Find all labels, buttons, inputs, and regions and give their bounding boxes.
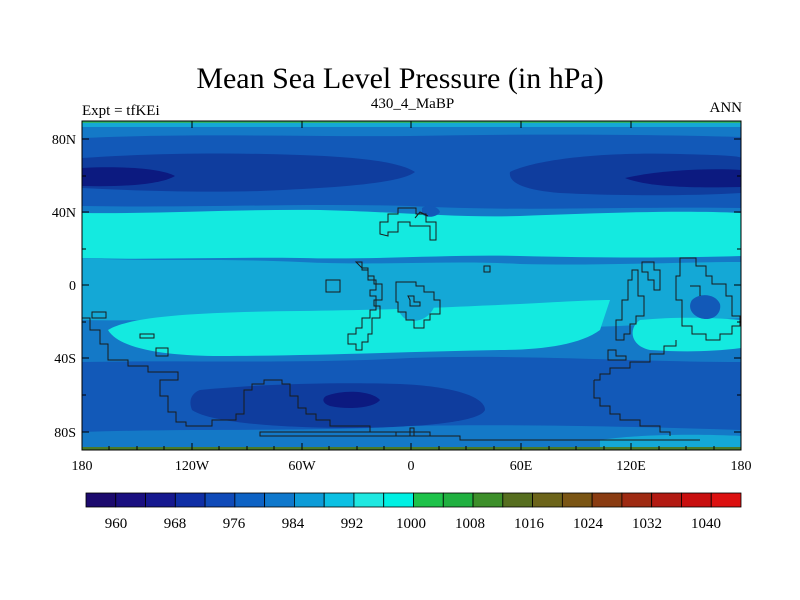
low-north-955	[82, 167, 175, 187]
coast-island-b	[483, 265, 491, 273]
coast-pacific-ridge	[690, 285, 701, 296]
colorbar-box	[472, 492, 504, 508]
colorbar-box	[234, 492, 266, 508]
antarctic-995	[600, 434, 741, 450]
colorbar-box	[85, 492, 117, 508]
x-tick-label: 180	[731, 459, 752, 474]
colorbar-box	[532, 492, 563, 508]
pressure-field	[82, 121, 741, 450]
antarctic-985	[82, 425, 741, 450]
season-label: ANN	[709, 100, 743, 116]
coast-australia-asia	[675, 257, 741, 341]
coast-southern-east	[594, 340, 677, 381]
colorbar-box	[115, 492, 146, 508]
colorbar-box	[353, 492, 385, 508]
coast-africa-inner	[407, 295, 421, 307]
low-south-955	[323, 391, 380, 408]
run-label: 430_4_MaBP	[370, 96, 455, 112]
x-tick-label: 120E	[616, 459, 646, 474]
colorbar-box	[681, 492, 712, 508]
colorbar-box	[294, 492, 325, 508]
colorbar-labels: 960 968 976 984 992 1000 1008 1016 1024 …	[105, 516, 721, 532]
coast-asia-east	[641, 261, 661, 291]
colorbar-box	[621, 492, 653, 508]
x-tick-label: 180	[72, 459, 93, 474]
colorbar-box	[413, 492, 444, 508]
colorbar-label: 1040	[691, 516, 721, 532]
y-tick-label: 80S	[54, 426, 76, 441]
coast-eurasia-east	[414, 211, 429, 219]
coast-south-america	[615, 269, 645, 341]
colorbar-box	[383, 492, 414, 508]
colorbar-box	[710, 492, 742, 508]
coast-island-e	[91, 311, 107, 319]
y-tick-label: 40N	[52, 206, 76, 221]
colorbar	[85, 492, 742, 508]
colorbar-box	[174, 492, 206, 508]
x-tick-label: 0	[408, 459, 415, 474]
x-tick-label: 60E	[510, 459, 533, 474]
colorbar-box	[442, 492, 474, 508]
coast-island-c	[139, 333, 155, 339]
experiment-label: Expt = tfKEi	[82, 103, 160, 119]
coast-southern-east-b	[593, 380, 671, 436]
colorbar-label: 960	[105, 516, 128, 532]
chart-title: Mean Sea Level Pressure (in hPa)	[196, 62, 604, 95]
colorbar-label: 1008	[455, 516, 485, 532]
coast-island-a	[325, 279, 341, 293]
colorbar-label: 1000	[396, 516, 426, 532]
colorbar-label: 976	[223, 516, 246, 532]
y-tick-label: 40S	[54, 352, 76, 367]
colorbar-box	[591, 492, 623, 508]
band-north-1000	[82, 209, 741, 259]
band-north-965	[82, 153, 415, 192]
colorbar-label: 1024	[573, 516, 604, 532]
colorbar-label: 1016	[514, 516, 545, 532]
colorbar-box	[651, 492, 682, 508]
low-north-955-east	[625, 169, 741, 188]
coast-eurasia-north	[379, 207, 437, 241]
australia-975	[690, 295, 721, 320]
colorbar-box	[502, 492, 533, 508]
x-tick-label: 120W	[175, 459, 210, 474]
y-tick-label: 80N	[52, 133, 76, 148]
coast-south-america-tip	[607, 349, 627, 361]
colorbar-box	[561, 492, 593, 508]
coast-africa	[395, 281, 441, 329]
y-axis-labels: 80N 40N 0 40S 80S	[52, 133, 76, 441]
coast-island-d	[155, 347, 169, 357]
coast-north-america	[347, 261, 383, 351]
colorbar-box	[204, 492, 236, 508]
colorbar-label: 992	[341, 516, 364, 532]
coast-atlantic-shelf	[82, 317, 700, 441]
colorbar-box	[323, 492, 355, 508]
colorbar-box	[264, 492, 295, 508]
colorbar-label: 984	[282, 516, 305, 532]
x-tick-label: 60W	[288, 459, 316, 474]
colorbar-label: 1032	[632, 516, 662, 532]
tick-marks	[81, 121, 742, 450]
colorbar-label: 968	[164, 516, 187, 532]
coastlines	[82, 207, 741, 441]
colorbar-box	[145, 492, 176, 508]
y-tick-label: 0	[69, 279, 76, 294]
x-axis-labels: 180 120W 60W 0 60E 120E 180	[72, 459, 752, 474]
band-south-1000-east	[632, 317, 741, 352]
